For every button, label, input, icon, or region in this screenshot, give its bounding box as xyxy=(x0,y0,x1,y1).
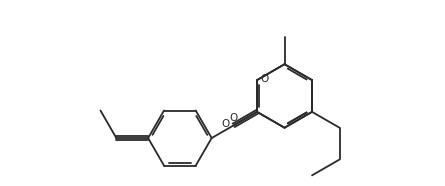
Text: O: O xyxy=(260,74,268,84)
Text: O: O xyxy=(222,118,230,129)
Text: O: O xyxy=(230,113,238,123)
